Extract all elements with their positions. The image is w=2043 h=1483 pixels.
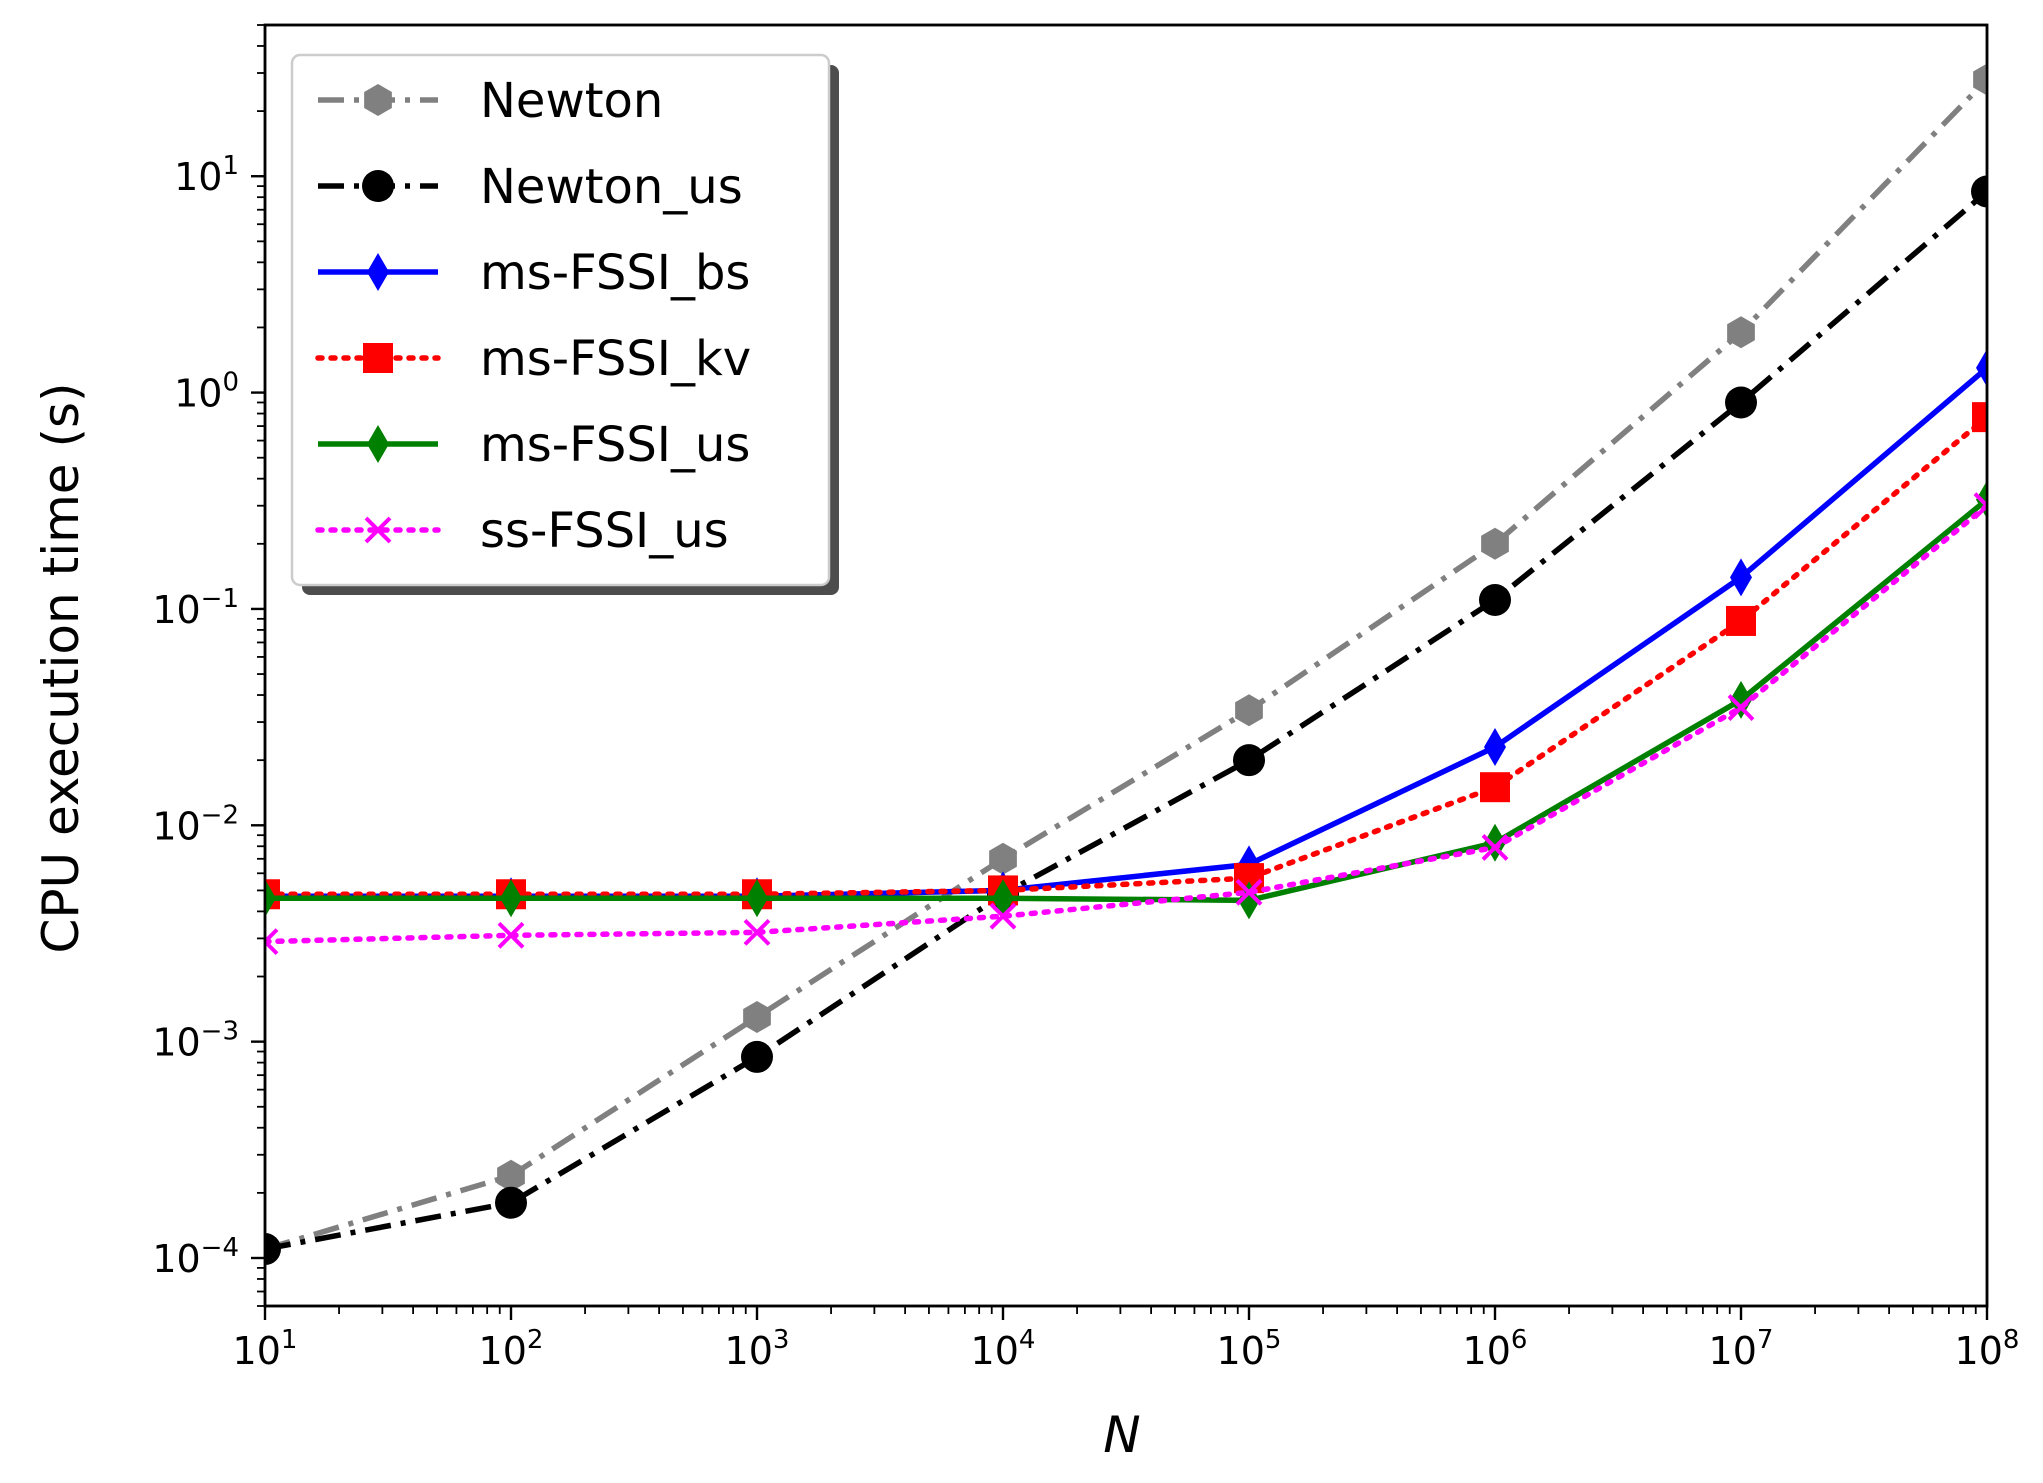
series-layer [265, 63, 1987, 1266]
data-point-newton-us [265, 1233, 281, 1266]
x-axis: 101 102 103 104 105 106 107 108 [233, 1306, 2020, 1373]
series-newton-us [265, 175, 1987, 1266]
data-point-ms-fssi-kv [1726, 605, 1756, 636]
data-point-newton-us [495, 1186, 527, 1219]
legend-label-ss-fssi-us: ss-FSSI_us [480, 503, 729, 559]
data-point-newton [497, 1159, 525, 1192]
data-point-ss-fssi-us [265, 928, 279, 956]
legend-label-ms-fssi-bs: ms-FSSI_bs [480, 245, 750, 301]
x-marker-stroke [364, 516, 392, 544]
series-line-ss-fssi-us [265, 502, 1987, 945]
data-point-ms-fssi-kv [1972, 402, 1987, 433]
series-line-ms-fssi-kv [265, 414, 1987, 898]
legend-entry-ms-fssi-us: ms-FSSI_us [318, 417, 750, 473]
legend: Newton Newton_us ms-FSSI_bs ms-FSSI_kv ms-FS… [290, 53, 839, 595]
data-point-newton [1727, 316, 1755, 349]
legend-label-ms-fssi-kv: ms-FSSI_kv [480, 331, 751, 387]
x-axis-title: N [1103, 1406, 1140, 1464]
legend-label-ms-fssi-us: ms-FSSI_us [480, 417, 750, 473]
x-marker-stroke [497, 921, 525, 949]
y-axis-title: CPU execution time (s) [32, 382, 90, 953]
x-tick-label: 108 [1955, 1325, 2020, 1373]
series-line-ms-fssi-us [265, 497, 1987, 904]
y-tick-label: 100 [174, 368, 239, 416]
data-point-newton-us [1233, 744, 1265, 777]
y-axis: 10−4 10−3 10−2 10−1 100 101 [152, 24, 265, 1307]
data-point-ms-fssi-us [992, 879, 1014, 918]
data-point-ss-fssi-us [1973, 492, 1987, 520]
data-point-newton-us [741, 1040, 773, 1073]
x-marker-stroke [1973, 492, 1987, 509]
data-point-ss-fssi-us [1481, 834, 1509, 861]
y-tick-label: 101 [174, 151, 239, 199]
y-tick-label: 10−4 [152, 1233, 239, 1281]
x-tick-label: 101 [233, 1325, 298, 1373]
series-line-newton [265, 77, 1987, 1252]
data-point-ss-fssi-us [743, 918, 771, 946]
data-point-ms-fssi-bs [1976, 348, 1987, 387]
x-tick-label: 103 [725, 1325, 790, 1373]
data-point-ms-fssi-us [746, 879, 768, 918]
x-marker-stroke [1727, 694, 1755, 721]
series-ss-fssi-us [265, 492, 1987, 956]
data-point-ms-fssi-bs [1484, 728, 1506, 767]
y-tick-label: 10−1 [152, 584, 239, 632]
data-point-ss-fssi-us [497, 921, 525, 949]
y-tick-label: 10−3 [152, 1017, 239, 1065]
data-point-newton-us [1725, 386, 1757, 419]
legend-marker-ss-fssi-us [364, 516, 392, 544]
legend-entry-newton-us: Newton_us [318, 159, 743, 215]
data-point-ms-fssi-us [265, 879, 276, 918]
x-marker-stroke [1235, 878, 1263, 906]
series-line-newton-us [265, 189, 1987, 1252]
data-point-newton-us [1971, 175, 1987, 208]
legend-marker-newton-us [362, 170, 394, 202]
data-point-newton [1235, 694, 1263, 727]
legend-entry-newton: Newton [318, 73, 663, 129]
y-tick-label: 10−2 [152, 800, 239, 848]
data-point-ss-fssi-us [1235, 878, 1263, 906]
series-ms-fssi-kv [265, 402, 1987, 910]
data-point-newton-us [1479, 583, 1511, 616]
x-marker-stroke [1973, 502, 1987, 520]
series-newton [265, 63, 1987, 1266]
x-tick-label: 106 [1463, 1325, 1528, 1373]
legend-marker-newton [364, 84, 392, 116]
x-tick-label: 105 [1217, 1325, 1282, 1373]
legend-entry-ms-fssi-kv: ms-FSSI_kv [315, 331, 751, 387]
data-point-newton [989, 842, 1017, 875]
data-point-newton [743, 1000, 771, 1033]
data-point-ss-fssi-us [989, 902, 1017, 930]
legend-entry-ss-fssi-us: ss-FSSI_us [315, 503, 729, 559]
x-tick-label: 102 [479, 1325, 544, 1373]
x-tick-label: 104 [971, 1325, 1036, 1373]
x-marker-stroke [265, 928, 279, 945]
plot-border [263, 23, 1989, 1308]
legend-marker-ms-fssi-kv [363, 343, 393, 373]
legend-label-newton-us: Newton_us [480, 159, 743, 215]
legend-marker-ms-fssi-us [367, 425, 389, 463]
legend-marker-ms-fssi-bs [367, 253, 389, 291]
x-tick-label: 107 [1709, 1325, 1774, 1373]
data-point-newton [1973, 63, 1987, 96]
x-marker-stroke [989, 902, 1017, 930]
legend-entry-ms-fssi-bs: ms-FSSI_bs [318, 245, 750, 301]
x-marker-stroke [1481, 834, 1509, 861]
x-marker-stroke [743, 918, 771, 946]
data-point-ss-fssi-us [1727, 694, 1755, 721]
data-point-ms-fssi-bs [1730, 558, 1752, 597]
data-point-ms-fssi-us [500, 879, 522, 918]
x-marker-stroke [265, 938, 279, 956]
data-point-ms-fssi-kv [1480, 772, 1510, 803]
data-point-newton [1481, 527, 1509, 560]
legend-label-newton: Newton [480, 73, 663, 129]
